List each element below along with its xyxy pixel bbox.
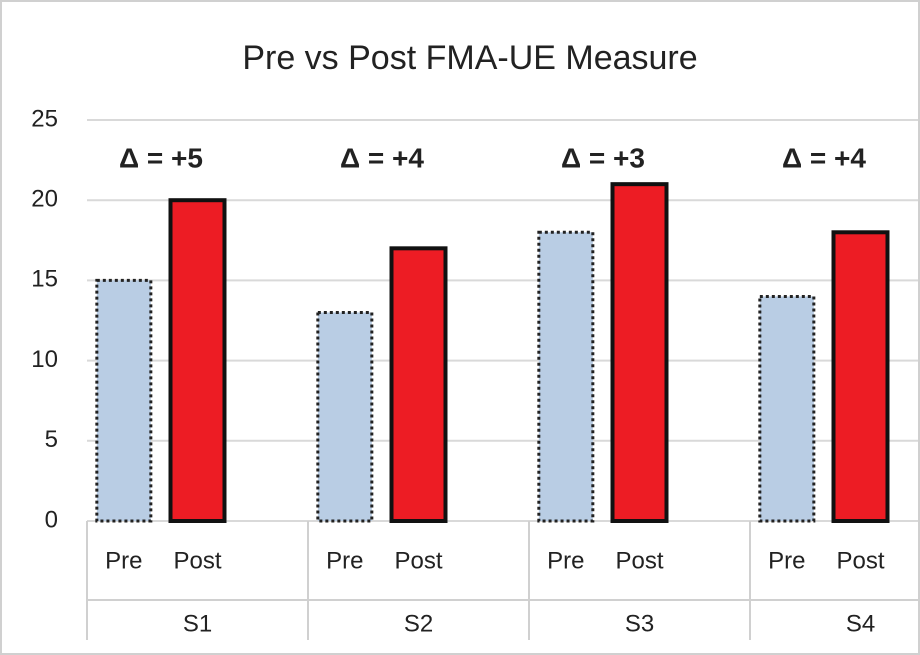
- bar: [168, 198, 227, 523]
- group-label: S3: [625, 610, 654, 637]
- y-tick-label: 10: [31, 346, 58, 373]
- x-tick-label: Post: [836, 547, 884, 574]
- y-tick-label: 15: [31, 266, 58, 293]
- x-tick-label: Post: [615, 547, 663, 574]
- annotation: Δ = +4: [782, 142, 866, 173]
- bar: [537, 230, 595, 523]
- y-tick-label: 20: [31, 186, 58, 213]
- group-label: S2: [404, 610, 433, 637]
- bar: [316, 310, 374, 523]
- group-label: S1: [183, 610, 212, 637]
- bar: [389, 246, 448, 523]
- x-tick-label: Post: [173, 547, 221, 574]
- x-tick-label: Post: [394, 547, 442, 574]
- y-tick-label: 25: [31, 105, 58, 132]
- bar: [610, 182, 669, 523]
- group-label: S4: [846, 610, 875, 637]
- bar: [831, 230, 890, 523]
- chart-title: Pre vs Post FMA-UE Measure: [242, 39, 697, 77]
- x-tick-label: Pre: [105, 547, 142, 574]
- bar: [758, 294, 816, 523]
- x-tick-label: Pre: [326, 547, 363, 574]
- bar: [95, 278, 153, 523]
- annotation: Δ = +4: [340, 142, 424, 173]
- y-tick-label: 5: [45, 426, 58, 453]
- annotation: Δ = +5: [119, 142, 203, 173]
- x-tick-label: Pre: [768, 547, 805, 574]
- y-tick-label: 0: [45, 506, 58, 533]
- annotation: Δ = +3: [561, 142, 645, 173]
- x-tick-label: Pre: [547, 547, 584, 574]
